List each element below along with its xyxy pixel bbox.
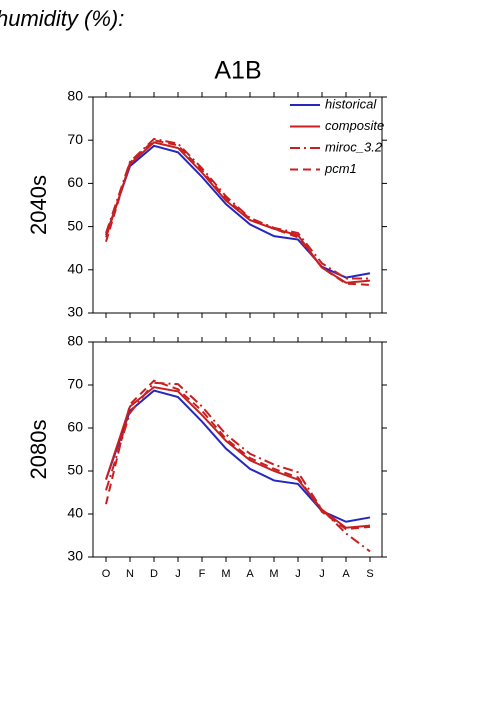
y-axis-label: 2080s <box>26 420 51 480</box>
series-line <box>105 379 371 531</box>
y-tick-label: 50 <box>67 462 83 478</box>
x-tick-label: A <box>342 568 350 580</box>
y-tick-label: 60 <box>67 174 83 190</box>
x-tick-label: O <box>102 568 111 580</box>
legend-label: miroc_3.2 <box>325 139 383 154</box>
series-line <box>105 141 371 284</box>
plot-frame <box>92 96 383 314</box>
x-tick-label: J <box>319 568 325 580</box>
y-tick-label: 40 <box>67 261 83 277</box>
y-tick-label: 70 <box>67 131 83 147</box>
legend-label: pcm1 <box>324 161 357 176</box>
x-tick-label: F <box>199 568 206 580</box>
legend-label: historical <box>325 96 377 111</box>
series-line <box>105 381 371 553</box>
plot-frame <box>92 341 383 558</box>
x-tick-label: J <box>295 568 301 580</box>
legend-label: composite <box>325 118 384 133</box>
y-tick-label: 80 <box>67 333 83 349</box>
x-tick-label: A <box>246 568 254 580</box>
x-tick-label: S <box>366 568 373 580</box>
y-tick-label: 60 <box>67 419 83 435</box>
y-tick-label: 50 <box>67 217 83 233</box>
y-tick-label: 30 <box>67 548 83 564</box>
series-line <box>105 144 371 279</box>
x-tick-label: M <box>269 568 278 580</box>
x-tick-label: M <box>221 568 230 580</box>
x-tick-label: D <box>150 568 158 580</box>
x-tick-label: N <box>126 568 134 580</box>
page-title: humidity (%): <box>0 6 124 31</box>
y-axis-label: 2040s <box>26 175 51 235</box>
y-tick-label: 80 <box>67 88 83 104</box>
y-tick-label: 40 <box>67 505 83 521</box>
x-tick-label: J <box>175 568 181 580</box>
y-tick-label: 70 <box>67 376 83 392</box>
y-tick-label: 30 <box>67 304 83 320</box>
series-line <box>105 389 371 523</box>
series-line <box>105 139 371 286</box>
scenario-title: A1B <box>214 57 261 85</box>
